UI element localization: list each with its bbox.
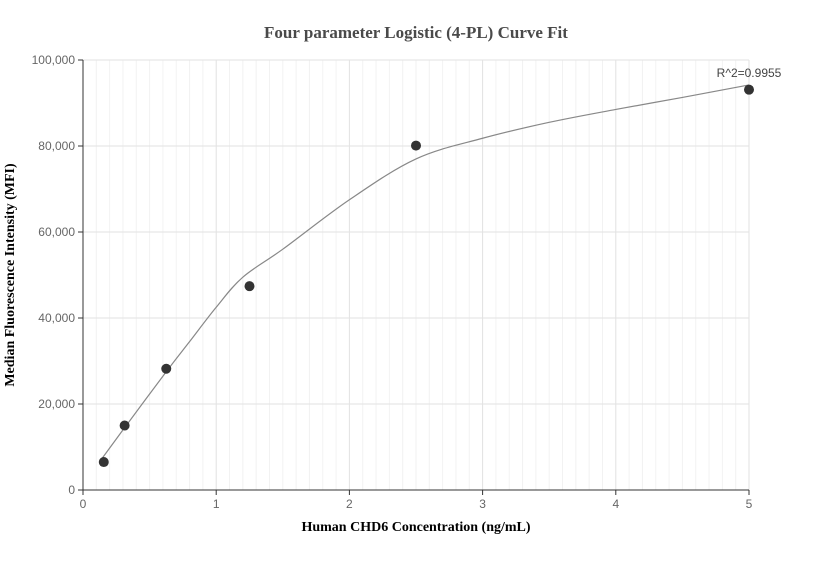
data-point [98, 457, 109, 468]
r-squared-annotation: R^2=0.9955 [717, 66, 782, 80]
y-axis-label: Median Fluorescence Intensity (MFI) [3, 163, 18, 387]
grid [82, 59, 750, 491]
data-point [161, 363, 172, 374]
chart-title: Four parameter Logistic (4-PL) Curve Fit [264, 23, 568, 42]
x-tick-label: 0 [80, 497, 87, 511]
data-point [411, 140, 421, 151]
data-point [244, 281, 255, 292]
y-tick-label: 40,000 [38, 311, 75, 325]
y-tick-label: 0 [68, 483, 75, 497]
data-point [119, 420, 130, 431]
fit-curve-line [100, 84, 750, 461]
x-tick-label: 3 [479, 497, 486, 511]
data-point [744, 84, 754, 95]
x-tick-label: 2 [346, 497, 353, 511]
x-axis-label: Human CHD6 Concentration (ng/mL) [301, 520, 530, 535]
y-tick-label: 20,000 [38, 397, 75, 411]
y-tick-label: 80,000 [38, 139, 75, 153]
data-points-layer [98, 84, 754, 468]
axes: 0 1 2 3 4 5 0 20,000 40,000 60,000 80,000 100,000 [32, 53, 753, 511]
x-tick-label: 5 [746, 497, 753, 511]
x-tick-label: 4 [612, 497, 619, 511]
y-tick-label: 60,000 [38, 225, 75, 239]
y-tick-label: 100,000 [32, 53, 76, 67]
fit-curve-layer [100, 84, 750, 461]
x-tick-label: 1 [213, 497, 220, 511]
